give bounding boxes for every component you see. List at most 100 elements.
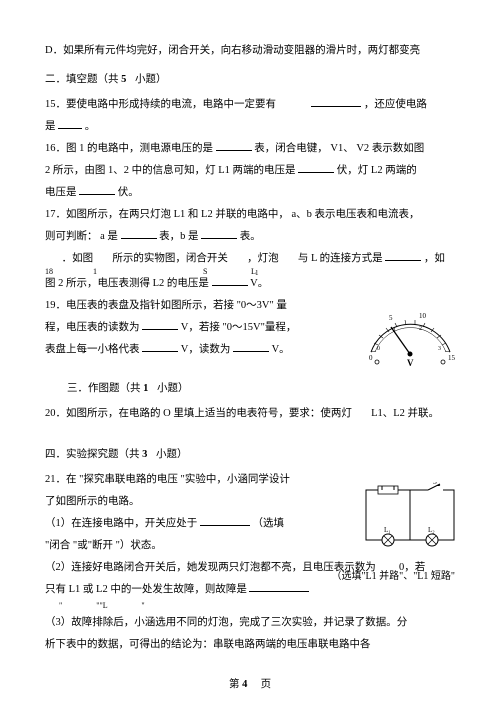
q16-text-d: V2 (356, 143, 369, 154)
q21-text-l: 只有 (45, 584, 66, 595)
footer-prefix: 第 (229, 679, 240, 690)
section-4-tail: 小题） (156, 449, 188, 460)
blank (200, 514, 250, 526)
q19-text-h: V。 (272, 344, 290, 355)
blank (142, 318, 178, 330)
q21-line7: " ""L " (59, 601, 455, 611)
q18-number: 18 (45, 264, 53, 280)
q18-text-c: ，灯泡 (247, 253, 279, 264)
q19-text-g: V，读数为 (181, 344, 231, 355)
q21-text-p: ""L (96, 601, 107, 610)
q15-text-d: 。 (85, 121, 96, 132)
blank (121, 227, 157, 239)
q17-text-a: 17．如图所示，在两只灯泡 (45, 209, 171, 220)
q21-line6: 只有 L1 或 L2 中的一处发生故障，则故障是 （选填"L1 并路"、"L1 … (45, 579, 455, 600)
blank (212, 274, 248, 286)
q21-text-s: 析下表中的数据，可得出的结论为：串联电路两端的电压串联电路中各 (45, 639, 371, 650)
q21-text-n: （选填"L1 并路"、"L1 短路" (331, 567, 455, 587)
q16-text-e: 表示数如图 (372, 143, 425, 154)
q16-text-i: 伏，灯 L2 两端的 (337, 165, 417, 176)
q21-text-r: （3）故障排除后，小涵选用不同的灯泡，完成了三次实验，并记录了数据。分 (45, 617, 407, 628)
meter-inner-1: 1 (393, 328, 396, 334)
q18-text-b: 所示的实物图，闭合开关 (112, 253, 228, 264)
q21-text-b: "探究串联电路的电压 (79, 474, 178, 485)
meter-inner-3: 3 (438, 346, 441, 352)
section-4-count: 3 (142, 449, 156, 460)
q17-text-f: 表，b 是 (159, 231, 198, 242)
q18-text-g: L2 的电压是 (153, 278, 209, 289)
q21-text-q: " (141, 601, 144, 610)
q18-sub1: 1 (93, 264, 97, 280)
q16-line1: 16．图 1 的电路中，测电源电压的是 表，闭合电键， V1、 V2 表示数如图 (45, 138, 455, 159)
q15-text-a: 15．要使电路中形成持续的电流，电路中一定要有 (45, 99, 276, 110)
section-3-title: 三．作图题（共 1 小题） (67, 378, 455, 399)
q19-text-b: "0～3V" 量 (237, 300, 287, 311)
q18-text-a: ．如图 (62, 253, 94, 264)
q17-text-b: L1 和 L2 并联的电路中， (174, 209, 289, 220)
q16-text-k: 伏。 (118, 187, 139, 198)
q16-line3: 电压是 伏。 (45, 182, 455, 203)
q18-text-e: ，如 (424, 253, 445, 264)
blank (249, 580, 309, 592)
q20-text-b: O 里填上适当的电表符号，要求：使两灯 (163, 408, 352, 419)
q20-text-a: 20．如图所示，在电路的 (45, 408, 161, 419)
q21-text-m: L1 或 L2 中的一处发生故障，则故障是 (69, 584, 247, 595)
footer-number: 4 (242, 679, 247, 690)
q18-sub-1b: 1 (255, 266, 259, 280)
q20-text-c: L1、L2 并联。 (371, 408, 439, 419)
q21-text-a: 21．在 (45, 474, 77, 485)
blank (233, 340, 269, 352)
q16-text-b: 表，闭合电键， (254, 143, 328, 154)
meter-inner-0: 0 (377, 346, 380, 352)
q21-line9: 析下表中的数据，可得出的结论为：串联电路两端的电压串联电路中各 (45, 634, 455, 655)
blank (385, 249, 421, 261)
q17-text-d: 则可判断： (45, 231, 98, 242)
meter-tick-15: 15 (448, 354, 456, 362)
q16-text-j: 电压是 (45, 187, 77, 198)
q21-text-o: " (59, 601, 62, 610)
q21-text-h: "或"断开 (73, 540, 113, 551)
q15-text-b: ，还应使电路 (364, 99, 427, 110)
blank (142, 340, 178, 352)
q19-text-f: 表盘上每一小格代表 (45, 344, 140, 355)
section-2-label: 二．填空题（共 (45, 74, 119, 85)
blank (79, 183, 115, 195)
q16-line2: 2 所示，由图 1、2 中的信息可知，灯 L1 两端的电压是 伏，灯 L2 两端… (45, 160, 455, 181)
q21-text-g: "闭合 (45, 540, 70, 551)
q17-text-e: a 是 (100, 231, 118, 242)
blank (216, 139, 252, 151)
section-2-tail: 小题） (135, 74, 167, 85)
q16-text-f: 2 所示，由图 (45, 165, 105, 176)
q15-text-c: 是 (45, 121, 56, 132)
q17-line2: 则可判断： a 是 表，b 是 表。 (45, 226, 455, 247)
q19-text-d: V，若接 (181, 322, 220, 333)
q15-line2: 是 。 (45, 116, 455, 137)
q15-line1: 15．要使电路中形成持续的电流，电路中一定要有 ，还应使电路 (45, 94, 455, 115)
section-4-label: 四．实验探究题（共 (45, 449, 140, 460)
q16-text-g: 1、2 中的信息可知，灯 (108, 165, 216, 176)
circuit-l2: L₂ (428, 526, 435, 534)
q20-line1: 20．如图所示，在电路的 O 里填上适当的电表符号，要求：使两灯 L1、L2 并… (45, 403, 455, 424)
q16-text-h: L1 两端的电压是 (218, 165, 295, 176)
q19-text-a: 19．电压表的表盘及指针如图所示，若接 (45, 300, 234, 311)
section-4-title: 四．实验探究题（共 3 小题） (45, 444, 455, 465)
meter-tick-10: 10 (419, 312, 427, 320)
q21-text-e: （1）在连接电路中，开关应处于 (45, 518, 197, 529)
circuit-l1: L₁ (384, 526, 391, 534)
meter-unit: V (407, 358, 414, 368)
section-3-tail: 小题） (157, 383, 189, 394)
q21-line8: （3）故障排除后，小涵选用不同的灯泡，完成了三次实验，并记录了数据。分 (45, 612, 455, 633)
q19-text-c: 程，电压表的读数为 (45, 322, 140, 333)
q21-text-j: （2）连接好电路闭合开关后，她发现两只灯泡都不亮，且电压表示数为 (45, 562, 376, 573)
q21-text-c: "实验中，小涵同学设计 (181, 474, 290, 485)
page-footer: 第 4 页 (0, 674, 500, 695)
meter-tick-0: 0 (369, 354, 373, 362)
q18-text-f: 图 2 所示，电压表测得 (45, 278, 150, 289)
q18-sub-s: S (203, 264, 207, 280)
q21-text-i: "）状态。 (116, 540, 162, 551)
section-2-count: 5 (121, 74, 135, 85)
blank (201, 227, 237, 239)
q18-line2: 图 2 所示，电压表测得 L2 的电压是 V。 (45, 273, 455, 294)
q16-text-c: V1、 (330, 143, 353, 154)
footer-suffix: 页 (261, 679, 272, 690)
